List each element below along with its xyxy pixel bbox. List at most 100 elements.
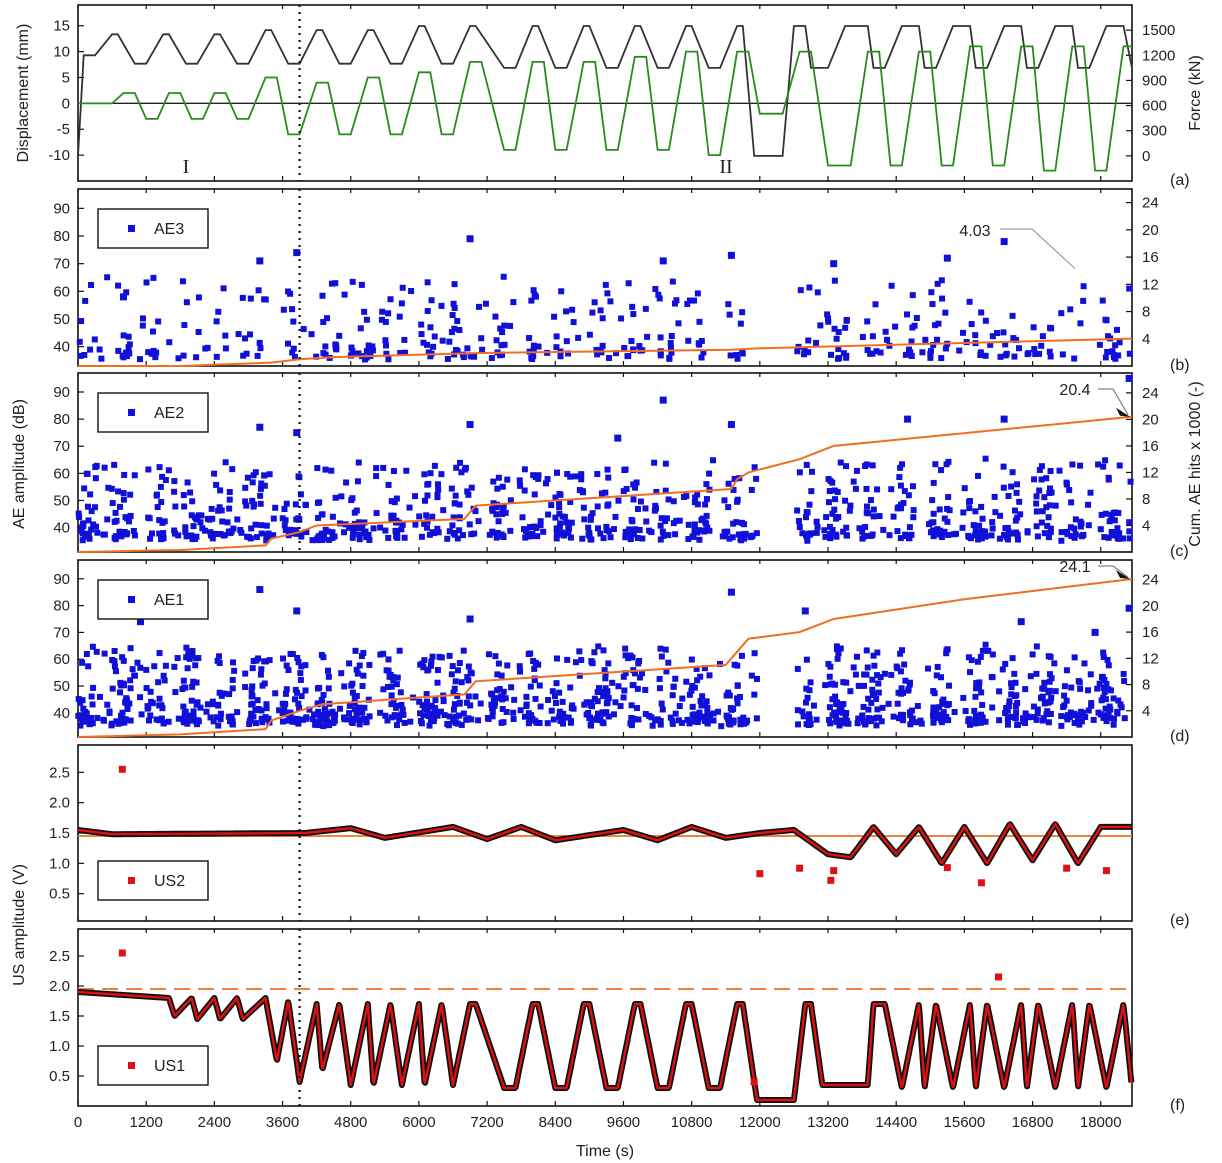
y2-tick-label: 20 — [1142, 411, 1159, 428]
ae-point — [127, 512, 134, 519]
ae-point — [1111, 532, 1118, 539]
ae-point — [292, 686, 299, 693]
ae-point — [321, 535, 328, 542]
ae-point — [741, 720, 748, 727]
ae-point — [1000, 415, 1008, 423]
ae-point — [966, 534, 973, 541]
ae-point — [172, 689, 179, 696]
ae-point — [525, 710, 532, 717]
ae-point — [913, 719, 920, 726]
ae-point — [351, 525, 358, 532]
ae-point — [117, 689, 124, 696]
ae-point — [932, 461, 939, 468]
ae-point — [528, 354, 535, 361]
ae-point — [804, 509, 811, 516]
y2-tick-label: 300 — [1142, 123, 1167, 140]
ae-point — [463, 716, 470, 723]
ae-point — [659, 528, 666, 535]
ae-point — [552, 494, 559, 501]
ae-point — [293, 516, 300, 523]
ae-point — [734, 498, 741, 505]
ae-point — [144, 705, 151, 712]
ae-point — [388, 683, 395, 690]
ae-point — [349, 534, 356, 541]
ae-point — [119, 293, 127, 301]
ae-point — [903, 533, 910, 540]
ae-point — [917, 717, 924, 724]
ae-point — [627, 533, 634, 540]
legend-ae3: AE3 — [97, 208, 209, 249]
ae-point — [805, 349, 812, 356]
us-amplitude-axis-label: US amplitude (V) — [11, 864, 28, 986]
us-outlier-point — [1102, 867, 1110, 875]
ae-point — [615, 497, 622, 504]
ae-point — [464, 488, 471, 495]
ae-point — [143, 685, 150, 692]
ae-point — [1067, 306, 1074, 313]
ae-point — [475, 717, 482, 724]
ae-point — [726, 311, 733, 318]
ae-point — [373, 473, 380, 480]
ae-point — [147, 688, 154, 695]
ae-point — [218, 692, 225, 699]
ae-point — [548, 502, 555, 509]
ae-point — [171, 478, 178, 485]
ae-point — [397, 350, 404, 357]
ae-point — [499, 706, 506, 713]
ae-point — [799, 530, 806, 537]
x-tick-label: 15600 — [944, 1114, 986, 1131]
ae-point — [1008, 691, 1015, 698]
ae-point — [634, 705, 641, 712]
y2-tick-label: 24 — [1142, 572, 1159, 589]
ae-point — [833, 718, 840, 725]
ae-point — [726, 535, 733, 542]
ae-point — [978, 689, 985, 696]
ae-point — [428, 658, 435, 665]
ae-point — [632, 526, 639, 533]
ae-point — [256, 423, 264, 431]
ae-point — [667, 714, 674, 721]
ae-point — [803, 656, 810, 663]
ae-point — [380, 464, 387, 471]
cumulative-hits-annotation: 24.1 — [1059, 559, 1090, 576]
ae-point — [429, 710, 436, 717]
ae-point — [460, 647, 467, 654]
ae-point — [597, 307, 604, 314]
ae-point — [499, 696, 506, 703]
ae-point — [897, 482, 904, 489]
ae-point — [670, 683, 677, 690]
ae-point — [672, 531, 679, 538]
ae-point — [438, 302, 445, 309]
ae-point — [823, 514, 830, 521]
ae-point — [864, 347, 871, 354]
ae-point — [1067, 709, 1074, 716]
ae-point — [570, 319, 577, 326]
ae-point — [927, 351, 934, 358]
ae-point — [1031, 714, 1038, 721]
ae-point — [864, 718, 871, 725]
ae-point — [817, 322, 824, 329]
ae-point — [1041, 494, 1048, 501]
ae-point — [544, 476, 551, 483]
ae-point — [989, 525, 996, 532]
ae-point — [213, 353, 220, 360]
ae-point — [249, 683, 256, 690]
ae-point — [356, 662, 363, 669]
ae-point — [698, 702, 705, 709]
ae-point — [256, 257, 264, 265]
ae-point — [521, 713, 528, 720]
ae-point — [123, 289, 130, 296]
ae-point — [605, 695, 612, 702]
ae-point — [257, 345, 264, 352]
ae-point — [390, 677, 397, 684]
ae-point — [293, 249, 301, 257]
ae-point — [1069, 461, 1076, 468]
ae-point — [536, 682, 543, 689]
ae-point — [100, 716, 107, 723]
ae-point — [603, 700, 610, 707]
ae-point — [82, 297, 89, 304]
ae-point — [454, 667, 461, 674]
ae-point — [600, 647, 607, 654]
ae-point — [686, 297, 693, 304]
ae-point — [594, 688, 601, 695]
